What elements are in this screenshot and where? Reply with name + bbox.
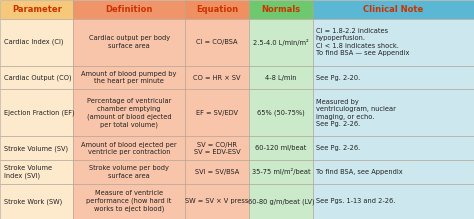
Text: CO = HR × SV: CO = HR × SV	[193, 74, 241, 81]
Text: EF = SV/EDV: EF = SV/EDV	[196, 110, 238, 116]
Bar	[313, 19, 474, 66]
Text: 60-80 g/m/beat (LV): 60-80 g/m/beat (LV)	[247, 198, 314, 205]
Text: CI = CO/BSA: CI = CO/BSA	[196, 39, 237, 45]
Text: Amount of blood ejected per
ventricle per contraction: Amount of blood ejected per ventricle pe…	[82, 141, 177, 155]
Bar	[313, 0, 474, 19]
Text: Measured by
ventriculogram, nuclear
imaging, or echo.
See Pg. 2-26.: Measured by ventriculogram, nuclear imag…	[316, 99, 396, 127]
Bar	[249, 66, 313, 89]
Text: See Pg. 2-20.: See Pg. 2-20.	[316, 74, 360, 81]
Text: 65% (50-75%): 65% (50-75%)	[257, 110, 305, 116]
Text: Stroke Work (SW): Stroke Work (SW)	[4, 198, 62, 205]
Text: Percentage of ventricular
chamber emptying
(amount of blood ejected
per total vo: Percentage of ventricular chamber emptyi…	[87, 98, 172, 128]
Bar	[313, 89, 474, 136]
Bar	[0, 160, 73, 184]
Bar	[249, 184, 313, 219]
Text: Ejection Fraction (EF): Ejection Fraction (EF)	[4, 110, 74, 116]
Text: Stroke Volume
Index (SVI): Stroke Volume Index (SVI)	[4, 165, 52, 179]
Text: Parameter: Parameter	[12, 5, 62, 14]
Bar	[0, 19, 73, 66]
Bar	[249, 89, 313, 136]
Text: Normals: Normals	[261, 5, 301, 14]
Bar	[185, 0, 249, 19]
Bar	[0, 0, 73, 19]
Bar	[185, 66, 249, 89]
Bar	[0, 66, 73, 89]
Bar	[185, 19, 249, 66]
Text: Equation: Equation	[196, 5, 238, 14]
Bar	[185, 89, 249, 136]
Bar	[0, 136, 73, 160]
Bar	[185, 160, 249, 184]
Text: Cardiac Index (CI): Cardiac Index (CI)	[4, 39, 64, 45]
Bar	[249, 0, 313, 19]
Bar	[73, 66, 185, 89]
Bar	[185, 184, 249, 219]
Bar	[249, 160, 313, 184]
Text: See Pg. 2-26.: See Pg. 2-26.	[316, 145, 360, 151]
Text: SW = SV × V press: SW = SV × V press	[185, 198, 248, 204]
Text: Definition: Definition	[106, 5, 153, 14]
Bar	[73, 19, 185, 66]
Text: Clinical Note: Clinical Note	[363, 5, 424, 14]
Text: 4-8 L/min: 4-8 L/min	[265, 74, 297, 81]
Bar	[73, 136, 185, 160]
Text: See Pgs. 1-13 and 2-26.: See Pgs. 1-13 and 2-26.	[316, 198, 395, 204]
Text: CI = 1.8-2.2 indicates
hypoperfusion.
CI < 1.8 indicates shock.
To find BSA — se: CI = 1.8-2.2 indicates hypoperfusion. CI…	[316, 28, 409, 57]
Text: Cardiac Output (CO): Cardiac Output (CO)	[4, 74, 72, 81]
Text: Stroke volume per body
surface area: Stroke volume per body surface area	[89, 165, 169, 179]
Text: To find BSA, see Appendix: To find BSA, see Appendix	[316, 169, 402, 175]
Text: Stroke Volume (SV): Stroke Volume (SV)	[4, 145, 68, 152]
Bar	[0, 89, 73, 136]
Bar	[313, 160, 474, 184]
Text: Measure of ventricle
performance (how hard it
works to eject blood): Measure of ventricle performance (how ha…	[86, 190, 172, 212]
Bar	[185, 136, 249, 160]
Bar	[313, 66, 474, 89]
Text: SV = CO/HR
SV = EDV-ESV: SV = CO/HR SV = EDV-ESV	[193, 141, 240, 155]
Bar	[249, 136, 313, 160]
Bar	[0, 184, 73, 219]
Bar	[313, 136, 474, 160]
Text: Cardiac output per body
surface area: Cardiac output per body surface area	[89, 35, 170, 49]
Text: Amount of blood pumped by
the heart per minute: Amount of blood pumped by the heart per …	[82, 71, 177, 84]
Bar	[73, 184, 185, 219]
Bar	[249, 19, 313, 66]
Bar	[313, 184, 474, 219]
Text: 2.5-4.0 L/min/m²: 2.5-4.0 L/min/m²	[253, 39, 309, 46]
Text: SVI = SV/BSA: SVI = SV/BSA	[195, 169, 239, 175]
Bar	[73, 160, 185, 184]
Text: 35-75 ml/m²/beat: 35-75 ml/m²/beat	[252, 168, 310, 175]
Bar	[73, 89, 185, 136]
Bar	[73, 0, 185, 19]
Text: 60-120 ml/beat: 60-120 ml/beat	[255, 145, 307, 151]
